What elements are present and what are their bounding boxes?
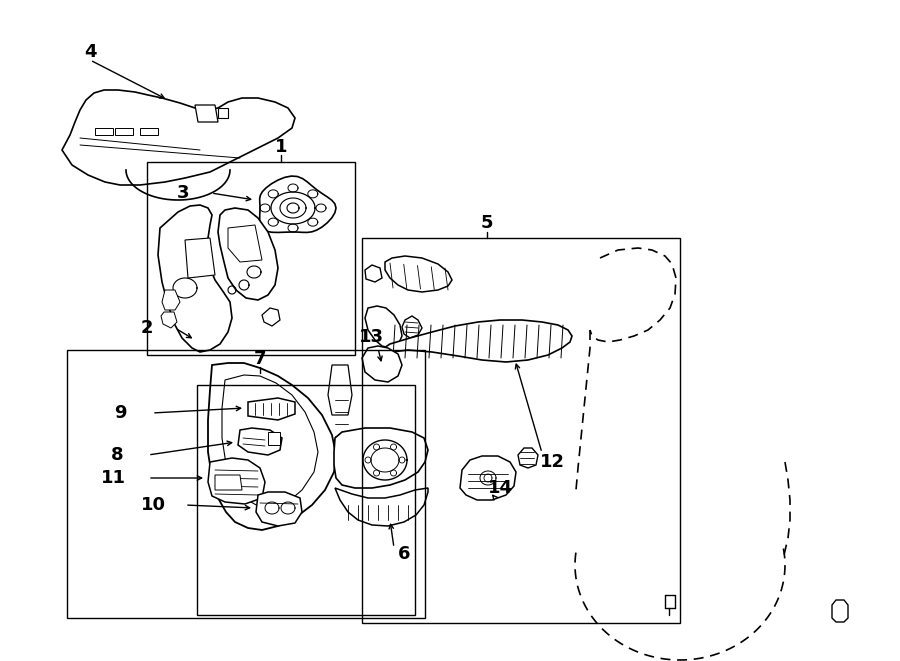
- Text: 12: 12: [539, 453, 564, 471]
- Polygon shape: [385, 256, 452, 292]
- Polygon shape: [832, 600, 848, 622]
- Polygon shape: [140, 128, 158, 135]
- Polygon shape: [365, 306, 402, 348]
- Polygon shape: [334, 428, 428, 488]
- Text: 6: 6: [398, 545, 410, 563]
- Text: 3: 3: [176, 184, 189, 202]
- Polygon shape: [228, 225, 262, 262]
- Polygon shape: [256, 492, 302, 526]
- Polygon shape: [335, 488, 428, 526]
- Bar: [362, 238, 680, 623]
- Text: 7: 7: [254, 350, 266, 368]
- Polygon shape: [402, 316, 422, 338]
- Polygon shape: [185, 238, 215, 278]
- Polygon shape: [365, 265, 382, 282]
- Text: 4: 4: [84, 43, 96, 61]
- Polygon shape: [248, 398, 295, 420]
- Polygon shape: [268, 432, 280, 445]
- Polygon shape: [238, 428, 282, 455]
- Polygon shape: [95, 128, 113, 135]
- Polygon shape: [115, 128, 133, 135]
- Text: 11: 11: [101, 469, 125, 487]
- Text: 2: 2: [140, 319, 153, 337]
- Polygon shape: [328, 365, 352, 415]
- Text: 13: 13: [358, 328, 383, 346]
- Polygon shape: [218, 208, 278, 300]
- Polygon shape: [62, 90, 295, 185]
- Polygon shape: [208, 363, 336, 530]
- Polygon shape: [362, 346, 402, 382]
- Polygon shape: [374, 320, 572, 368]
- Polygon shape: [215, 475, 242, 490]
- Polygon shape: [161, 312, 177, 328]
- Bar: [67, 350, 425, 618]
- Polygon shape: [262, 308, 280, 326]
- Text: 10: 10: [140, 496, 166, 514]
- Text: 14: 14: [488, 479, 512, 497]
- Polygon shape: [195, 105, 218, 122]
- Polygon shape: [260, 176, 336, 233]
- Text: 5: 5: [481, 214, 493, 232]
- Text: 9: 9: [113, 404, 126, 422]
- Text: 1: 1: [274, 138, 287, 156]
- Polygon shape: [218, 108, 228, 118]
- Bar: [147, 162, 355, 355]
- Polygon shape: [162, 290, 180, 310]
- Text: 8: 8: [111, 446, 123, 464]
- Polygon shape: [158, 205, 232, 352]
- Polygon shape: [208, 458, 265, 504]
- Polygon shape: [518, 448, 538, 468]
- Polygon shape: [222, 375, 318, 508]
- Bar: [197, 385, 415, 615]
- Polygon shape: [460, 456, 516, 500]
